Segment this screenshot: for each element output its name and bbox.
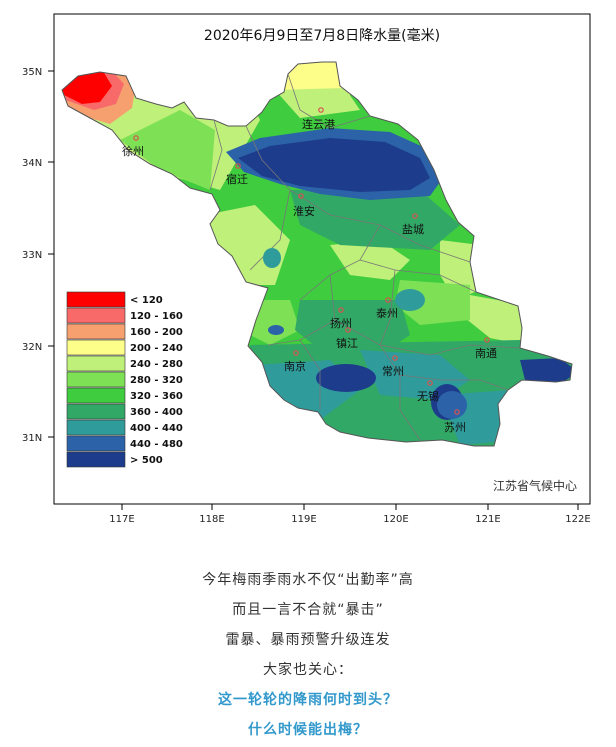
city-label: 连云港 <box>302 118 335 131</box>
city-label: 南通 <box>475 347 497 360</box>
legend-swatch <box>66 419 126 436</box>
longitude-ticks <box>121 504 579 510</box>
latitude-axis: 35N 34N 33N 32N 31N <box>22 67 42 444</box>
lat-label: 34N <box>22 158 42 169</box>
legend-swatch <box>66 291 126 308</box>
city-label: 盐城 <box>402 223 424 236</box>
legend-label: < 120 <box>130 295 163 306</box>
source-credit: 江苏省气候中心 <box>493 478 577 493</box>
legend-label: > 500 <box>130 455 163 466</box>
legend-swatch <box>66 371 126 388</box>
lat-label: 33N <box>22 250 42 261</box>
city-markers <box>133 107 490 415</box>
latitude-ticks <box>48 70 54 438</box>
lat-label: 32N <box>22 342 42 353</box>
legend-swatch <box>66 387 126 404</box>
city-label: 常州 <box>382 365 404 378</box>
city-label: 苏州 <box>444 421 466 434</box>
legend: < 120 120 - 160 160 - 200 200 - 240 240 - 28… <box>66 291 183 468</box>
legend-swatch <box>66 355 126 372</box>
lon-label: 118E <box>199 514 224 525</box>
province-outline <box>61 61 573 447</box>
legend-swatch <box>66 403 126 420</box>
map-title: 2020年6月9日至7月8日降水量(毫米) <box>204 27 440 44</box>
legend-label: 240 - 280 <box>130 359 183 370</box>
article-line: 今年梅雨季雨水不仅“出勤率”高 <box>202 572 414 588</box>
city-labels: 连云港 徐州 宿迁 淮安 盐城 扬州 泰州 镇江 南京 常州 南通 无锡 苏州 <box>122 118 497 434</box>
lon-label: 119E <box>291 514 316 525</box>
legend-label: 160 - 200 <box>130 327 183 338</box>
legend-swatch <box>66 307 126 324</box>
city-boundaries <box>209 73 521 441</box>
legend-label: 440 - 480 <box>130 439 183 450</box>
legend-swatch <box>66 435 126 452</box>
city-label: 徐州 <box>122 144 144 158</box>
article-text: 今年梅雨季雨水不仅“出勤率”高 而且一言不合就“暴击” 雷暴、暴雨预警升级连发 … <box>0 565 616 745</box>
city-label: 淮安 <box>293 204 315 218</box>
city-label: 南京 <box>284 359 306 373</box>
legend-label: 200 - 240 <box>130 343 183 354</box>
article-line: 大家也关心： <box>263 662 353 678</box>
legend-swatch <box>66 451 126 468</box>
legend-label: 280 - 320 <box>130 375 183 386</box>
legend-label: 320 - 360 <box>130 391 183 402</box>
article-highlight: 什么时候能出梅？ <box>248 722 368 738</box>
legend-swatch <box>66 323 126 340</box>
map-canvas: 2020年6月9日至7月8日降水量(毫米) 35N 34N 33N 32N 31… <box>22 13 591 525</box>
article-line: 雷暴、暴雨预警升级连发 <box>225 632 391 648</box>
lon-label: 117E <box>109 514 134 525</box>
city-label: 无锡 <box>417 389 439 403</box>
lat-label: 35N <box>22 67 42 78</box>
city-label: 泰州 <box>376 306 398 320</box>
lat-label: 31N <box>22 433 42 444</box>
city-label: 宿迁 <box>226 172 248 186</box>
lon-label: 122E <box>565 514 590 525</box>
city-label: 镇江 <box>336 336 358 350</box>
legend-swatch <box>66 339 126 356</box>
article-line: 而且一言不合就“暴击” <box>232 602 384 618</box>
precipitation-map: 2020年6月9日至7月8日降水量(毫米) 35N 34N 33N 32N 31… <box>22 13 591 525</box>
city-label: 扬州 <box>330 316 352 330</box>
longitude-axis: 117E 118E 119E 120E 121E 122E <box>109 514 590 525</box>
legend-label: 360 - 400 <box>130 407 183 418</box>
lon-label: 120E <box>383 514 408 525</box>
article-highlight: 这一轮轮的降雨何时到头？ <box>218 692 398 708</box>
legend-label: 400 - 440 <box>130 423 183 434</box>
lon-label: 121E <box>475 514 500 525</box>
legend-label: 120 - 160 <box>130 311 183 322</box>
